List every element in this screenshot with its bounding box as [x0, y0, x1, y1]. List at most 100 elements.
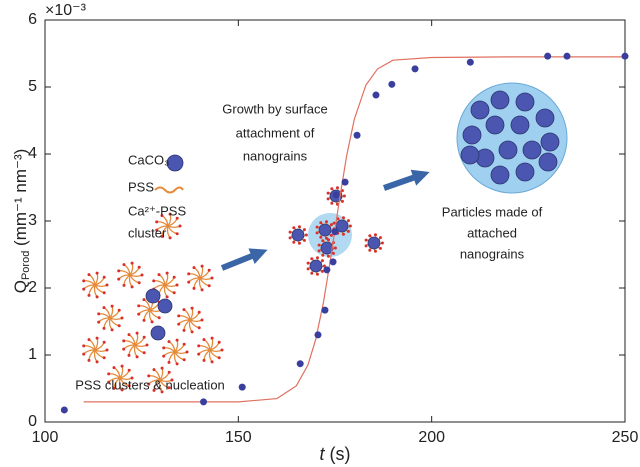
ca-ion	[87, 358, 91, 362]
x-label-main: t	[319, 444, 325, 464]
caco3-grain	[540, 132, 560, 152]
ca-ion	[87, 293, 91, 297]
ca-ion	[137, 265, 141, 269]
ca-ion	[320, 259, 324, 263]
ca-ion	[302, 238, 306, 242]
ca-ion	[182, 342, 186, 346]
ca-ion	[102, 340, 106, 344]
pss-chain	[83, 345, 96, 351]
caco3-grain	[515, 162, 535, 182]
y-tick-label: 0	[28, 413, 37, 430]
ca-ion	[117, 269, 121, 273]
ca-ion	[373, 249, 377, 253]
ca-ion	[200, 288, 204, 292]
ca-ion	[341, 216, 345, 220]
ca-ion	[368, 248, 372, 252]
y-label-sub: Porod	[20, 251, 32, 280]
ca-ion	[197, 310, 201, 314]
ca-ion	[202, 358, 206, 362]
ca-ion	[190, 306, 194, 310]
ca-ion	[127, 384, 131, 388]
annotation: attached	[467, 225, 517, 240]
ca-ion	[167, 360, 171, 364]
ca-ion	[117, 277, 121, 281]
ca-ion	[297, 241, 301, 245]
ca-ion	[137, 304, 141, 308]
x-tick-label: 100	[32, 429, 59, 446]
y-label-unit: (mm⁻¹ nm⁻³)	[11, 149, 30, 251]
ca-ion	[175, 338, 179, 342]
ca-ion	[333, 246, 337, 250]
data-point	[544, 52, 552, 60]
ca-ion	[340, 199, 344, 203]
ca-ion	[292, 240, 296, 244]
ca-ion	[150, 320, 154, 324]
x-tick-label: 150	[225, 429, 252, 446]
ca-ion	[175, 232, 179, 236]
ca-ion	[117, 308, 121, 312]
x-tick-label: 200	[418, 429, 445, 446]
pss-chain	[94, 337, 99, 351]
caco3-grain	[150, 325, 166, 341]
ca-ion	[162, 354, 166, 358]
ca-ion	[152, 388, 156, 392]
ca-ion	[177, 322, 181, 326]
ca-ion	[130, 376, 134, 380]
ca-ion	[137, 312, 141, 316]
data-point	[323, 266, 331, 274]
ca-ion	[127, 353, 131, 357]
ca-ion	[329, 223, 333, 227]
ca-ion	[97, 320, 101, 324]
ca-ion	[378, 246, 382, 250]
ca-ion	[102, 356, 106, 360]
ca-ion	[110, 304, 114, 308]
pss-chain	[164, 284, 178, 288]
pss-chain	[188, 273, 201, 279]
ca-ion	[160, 390, 164, 394]
ca-ion	[172, 275, 176, 279]
ca-ion	[182, 358, 186, 362]
ca-ion	[210, 336, 214, 340]
ca-ion	[105, 283, 109, 287]
ca-ion	[112, 366, 116, 370]
ca-ion	[329, 233, 333, 237]
caco3-grain	[498, 140, 518, 160]
ca-ion	[202, 338, 206, 342]
ca-ion	[82, 352, 86, 356]
ca-ion	[220, 348, 224, 352]
data-point	[563, 52, 571, 60]
ca-ion	[315, 272, 319, 276]
pss-chain	[138, 305, 151, 311]
data-point	[238, 383, 246, 391]
y-tick-label: 5	[28, 78, 37, 95]
pss-chain	[119, 365, 124, 379]
annotation: PSS	[128, 179, 154, 194]
ca-ion	[95, 271, 99, 275]
pss-chain	[199, 265, 204, 279]
caco3-grain	[460, 145, 480, 165]
caco3-grain	[320, 241, 334, 255]
ca-ion	[341, 232, 345, 236]
ca-ion	[207, 284, 211, 288]
ca-ion	[315, 231, 319, 235]
pss-chain	[134, 344, 148, 348]
ca-ion	[167, 340, 171, 344]
pss-chain	[83, 280, 96, 286]
caco3-grain	[470, 100, 490, 120]
ca-ion	[122, 339, 126, 343]
ca-ion	[332, 221, 336, 225]
ca-ion	[322, 264, 326, 268]
pss-chain	[94, 272, 99, 286]
ca-ion	[364, 244, 368, 248]
ca-ion	[140, 273, 144, 277]
ca-ion	[346, 229, 350, 233]
caco3-grain	[485, 115, 505, 135]
pss-chain	[118, 270, 131, 276]
ca-ion	[142, 318, 146, 322]
ca-ion	[192, 266, 196, 270]
ca-ion	[342, 194, 346, 198]
pss-chain	[153, 280, 166, 286]
ca-ion	[160, 214, 164, 218]
ca-ion	[112, 386, 116, 390]
